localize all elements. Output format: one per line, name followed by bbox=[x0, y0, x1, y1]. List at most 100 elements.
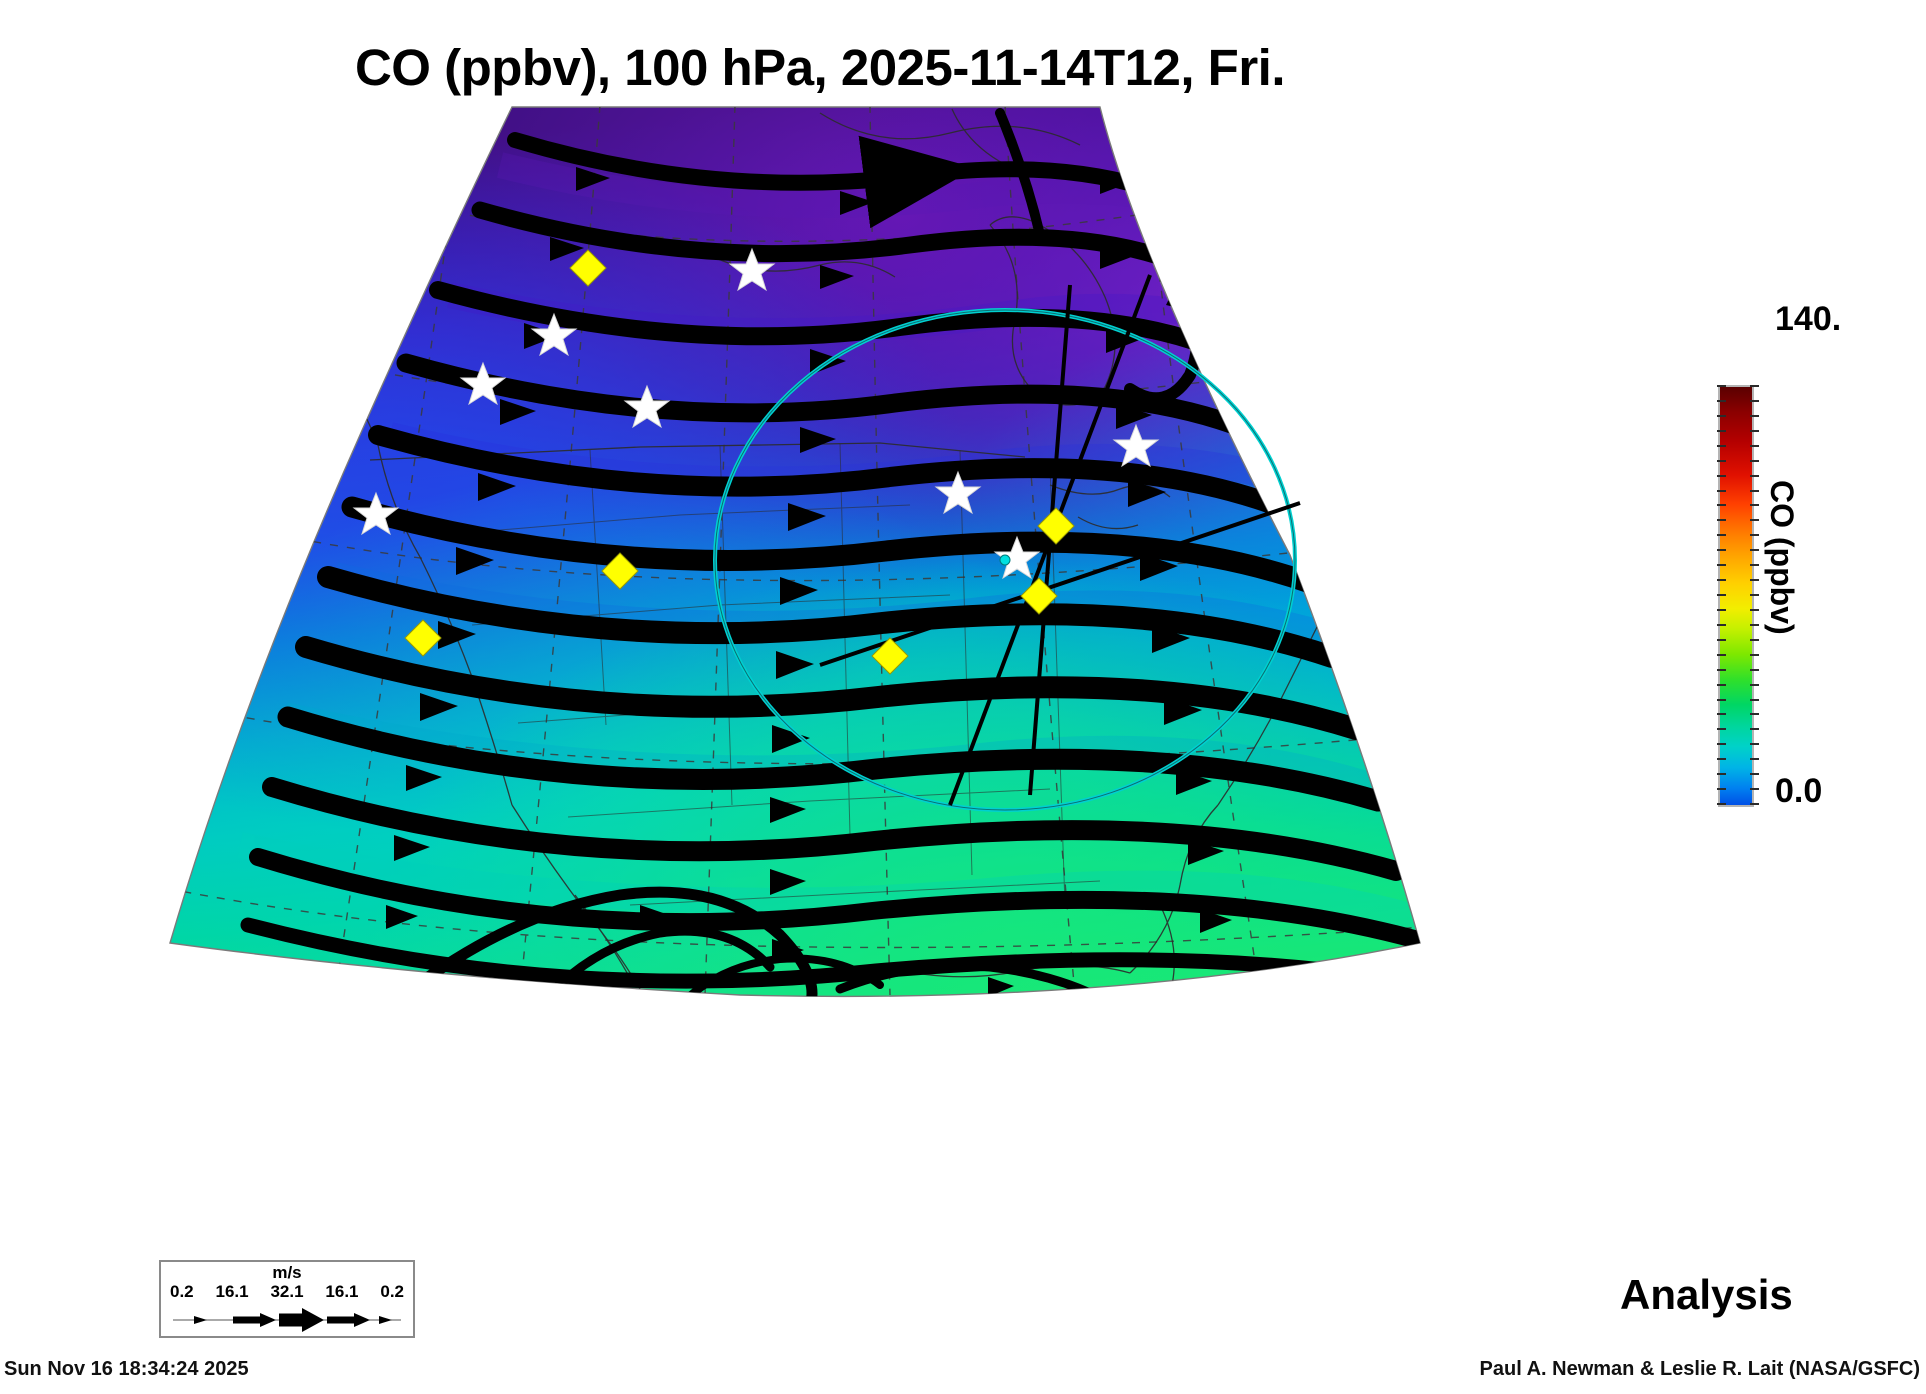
colorbar-tick bbox=[1750, 400, 1759, 402]
colorbar-tick bbox=[1717, 684, 1726, 686]
wind-key-value: 16.1 bbox=[325, 1282, 359, 1301]
colorbar-tick bbox=[1717, 699, 1726, 701]
colorbar-tick bbox=[1750, 534, 1759, 536]
colorbar-tick bbox=[1717, 594, 1726, 596]
colorbar-tick bbox=[1750, 669, 1759, 671]
wind-key-values: 0.2 16.1 32.1 16.1 0.2 bbox=[161, 1282, 413, 1302]
colorbar-tick bbox=[1750, 445, 1759, 447]
colorbar-tick bbox=[1717, 803, 1726, 805]
white-star-marker[interactable] bbox=[623, 384, 671, 429]
colorbar-gradient bbox=[1718, 385, 1754, 807]
colorbar-tick bbox=[1750, 519, 1759, 521]
colorbar-tick bbox=[1717, 549, 1726, 551]
wind-key-value: 16.1 bbox=[215, 1282, 249, 1301]
colorbar-tick bbox=[1717, 400, 1726, 402]
colorbar-tick bbox=[1717, 504, 1726, 506]
colorbar-tick bbox=[1750, 654, 1759, 656]
colorbar-tick bbox=[1750, 773, 1759, 775]
colorbar-tick bbox=[1717, 460, 1726, 462]
colorbar-tick bbox=[1750, 504, 1759, 506]
site-markers[interactable] bbox=[352, 247, 1160, 580]
colorbar-tick bbox=[1750, 430, 1759, 432]
author-credit: Paul A. Newman & Leslie R. Lait (NASA/GS… bbox=[1479, 1358, 1920, 1380]
wind-streamlines bbox=[240, 107, 1420, 997]
range-ring-overlay bbox=[713, 274, 1301, 812]
colorbar-tick bbox=[1750, 415, 1759, 417]
colorbar-tick bbox=[1717, 564, 1726, 566]
white-star-marker[interactable] bbox=[934, 470, 982, 515]
colorbar bbox=[1717, 385, 1759, 807]
colorbar-tick bbox=[1717, 654, 1726, 656]
colorbar-tick bbox=[1717, 773, 1726, 775]
map-domain-boundary bbox=[169, 106, 1421, 998]
colorbar-tick bbox=[1717, 713, 1726, 715]
wind-key-value: 0.2 bbox=[380, 1282, 404, 1301]
colorbar-tick bbox=[1717, 758, 1726, 760]
ground-track-line-2 bbox=[819, 501, 1301, 667]
colorbar-tick bbox=[1750, 803, 1759, 805]
wind-key-value: 0.2 bbox=[170, 1282, 194, 1301]
white-star-marker[interactable] bbox=[728, 247, 776, 292]
colorbar-tick bbox=[1717, 430, 1726, 432]
colorbar-tick bbox=[1717, 788, 1726, 790]
wind-speed-key: m/s 0.2 16.1 32.1 16.1 0.2 bbox=[159, 1260, 415, 1338]
colorbar-tick bbox=[1750, 490, 1759, 492]
colorbar-tick bbox=[1750, 684, 1759, 686]
page-title: CO (ppbv), 100 hPa, 2025-11-14T12, Fri. bbox=[354, 39, 1286, 96]
yellow-diamond-marker[interactable] bbox=[1020, 577, 1058, 615]
wind-key-value: 32.1 bbox=[270, 1282, 304, 1301]
range-ring-inner-edge bbox=[714, 309, 1296, 811]
colorbar-tick bbox=[1750, 579, 1759, 581]
colorbar-tick bbox=[1750, 460, 1759, 462]
map-panel[interactable] bbox=[120, 105, 1540, 1015]
colorbar-tick bbox=[1717, 519, 1726, 521]
colorbar-tick bbox=[1750, 609, 1759, 611]
colorbar-tick bbox=[1717, 415, 1726, 417]
colorbar-tick bbox=[1717, 639, 1726, 641]
colorbar-tick bbox=[1717, 385, 1726, 387]
generation-timestamp: Sun Nov 16 18:34:24 2025 bbox=[4, 1358, 249, 1380]
colorbar-tick bbox=[1717, 609, 1726, 611]
colorbar-tick bbox=[1717, 728, 1726, 730]
ring-center-marker[interactable] bbox=[999, 554, 1011, 566]
colorbar-tick bbox=[1750, 385, 1759, 387]
colorbar-tick bbox=[1717, 445, 1726, 447]
colorbar-tick bbox=[1750, 728, 1759, 730]
colorbar-axis-label: CO (ppbv) bbox=[1764, 480, 1800, 635]
map-plot[interactable] bbox=[120, 105, 1540, 1015]
colorbar-tick bbox=[1750, 788, 1759, 790]
analysis-label: Analysis bbox=[1620, 1271, 1793, 1318]
colorbar-tick bbox=[1717, 669, 1726, 671]
colorbar-tick bbox=[1717, 475, 1726, 477]
yellow-diamond-marker[interactable] bbox=[601, 552, 639, 590]
colorbar-tick bbox=[1717, 743, 1726, 745]
yellow-diamond-marker[interactable] bbox=[1037, 507, 1075, 545]
colorbar-tick bbox=[1717, 534, 1726, 536]
colorbar-tick bbox=[1750, 594, 1759, 596]
colorbar-tick bbox=[1717, 624, 1726, 626]
colorbar-max-label: 140. bbox=[1775, 300, 1842, 338]
yellow-diamond-marker[interactable] bbox=[871, 637, 909, 675]
streamline-arrowheads bbox=[386, 167, 1232, 997]
white-star-marker[interactable] bbox=[352, 491, 400, 536]
colorbar-tick bbox=[1750, 564, 1759, 566]
colorbar-tick bbox=[1750, 713, 1759, 715]
colorbar-tick bbox=[1750, 699, 1759, 701]
white-star-marker[interactable] bbox=[530, 312, 578, 357]
colorbar-tick bbox=[1750, 475, 1759, 477]
yellow-diamond-marker[interactable] bbox=[569, 249, 607, 287]
ground-track-line-3 bbox=[1028, 284, 1072, 796]
white-star-marker[interactable] bbox=[459, 361, 507, 406]
wind-key-units-label: m/s bbox=[272, 1263, 302, 1282]
colorbar-tick bbox=[1750, 758, 1759, 760]
white-star-marker[interactable] bbox=[1112, 423, 1160, 468]
colorbar-tick bbox=[1717, 579, 1726, 581]
colorbar-tick bbox=[1750, 743, 1759, 745]
white-star-marker[interactable] bbox=[993, 535, 1041, 580]
colorbar-tick bbox=[1750, 639, 1759, 641]
colorbar-tick bbox=[1750, 549, 1759, 551]
yellow-diamond-marker[interactable] bbox=[404, 619, 442, 657]
colorbar-min-label: 0.0 bbox=[1775, 772, 1823, 810]
station-markers[interactable] bbox=[404, 249, 1075, 675]
wind-key-arrow-scale bbox=[173, 1308, 401, 1332]
